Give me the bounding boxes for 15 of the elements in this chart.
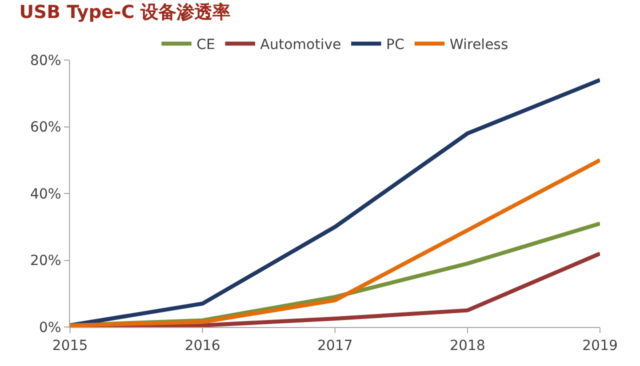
x-tick-label: 2016 — [184, 338, 220, 354]
chart-title: USB Type-C 设备渗透率 — [19, 2, 231, 24]
legend-label: Wireless — [450, 37, 508, 54]
y-tick-label: 80% — [30, 52, 62, 69]
y-tick-label: 20% — [30, 253, 62, 270]
x-tick-label: 2018 — [450, 338, 486, 354]
x-tick-label: 2015 — [52, 338, 88, 354]
legend-label: CE — [196, 37, 216, 54]
y-tick-label: 60% — [30, 120, 62, 136]
legend-label: PC — [386, 37, 405, 54]
legend-label: Automotive — [260, 37, 342, 54]
y-tick-label: 0% — [38, 320, 62, 336]
x-tick-label: 2017 — [317, 338, 353, 354]
y-tick-label: 40% — [30, 186, 62, 202]
x-tick-label: 2019 — [582, 338, 618, 354]
